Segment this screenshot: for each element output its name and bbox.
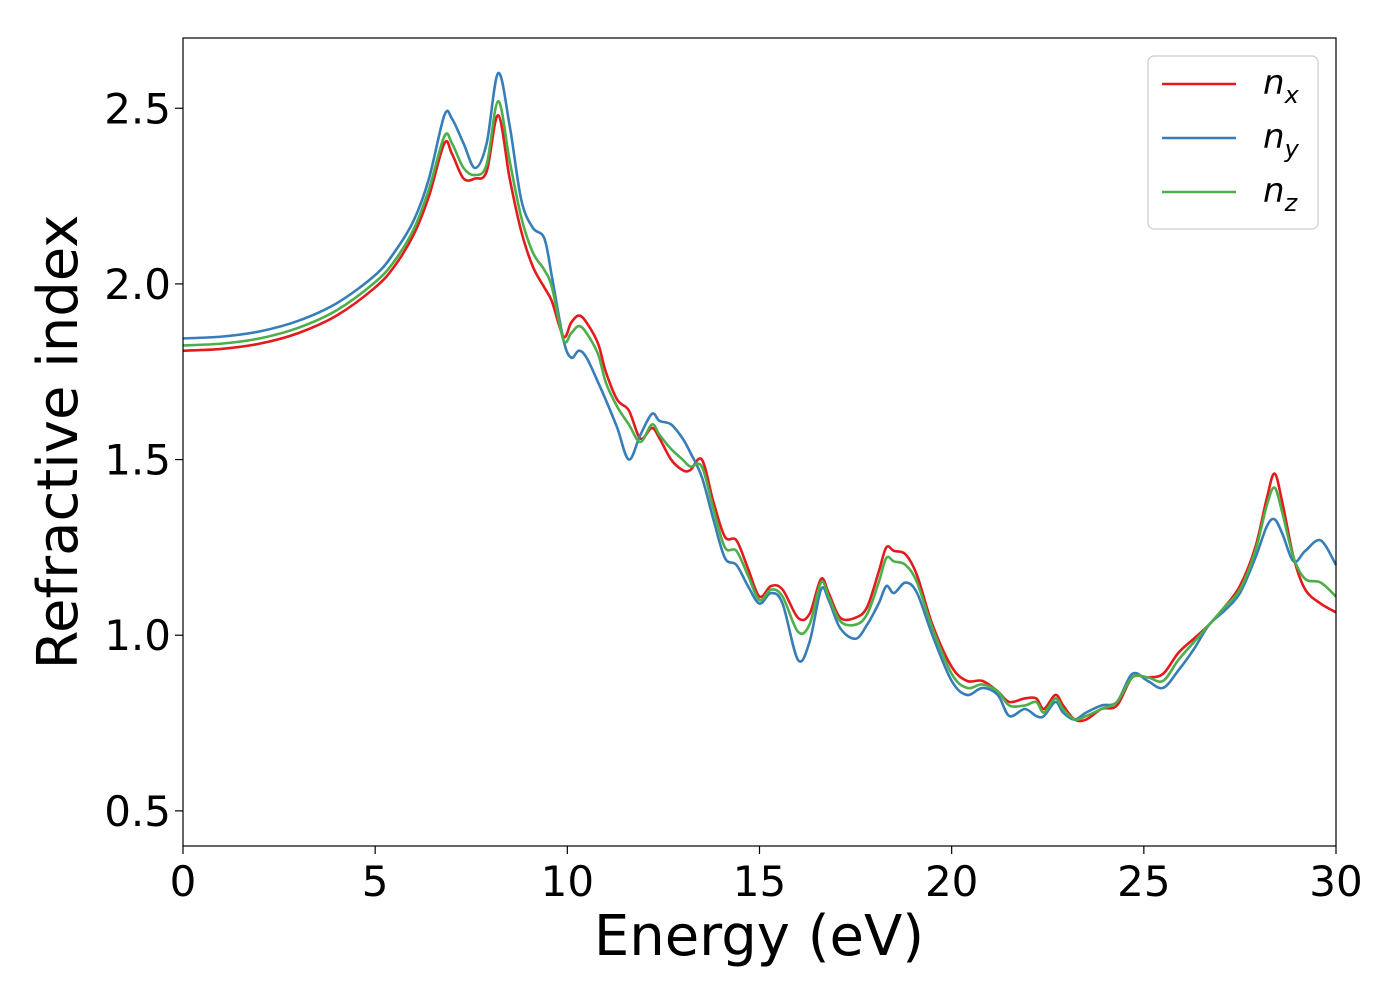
x-tick-label: 30 xyxy=(1309,857,1362,906)
x-tick-label: 0 xyxy=(170,857,197,906)
legend-box xyxy=(1147,55,1319,230)
legend-label-y: ny xyxy=(1263,117,1300,163)
series-line-z xyxy=(182,99,1337,722)
legend-label-x: nx xyxy=(1263,63,1300,109)
x-tick-label: 5 xyxy=(362,857,389,906)
y-axis-ticks: 0.5 1.0 1.5 2.0 2.5 xyxy=(104,84,183,836)
y-tick-label: 0.5 xyxy=(104,787,171,836)
legend: nx ny nz xyxy=(1147,55,1319,230)
x-tick-label: 25 xyxy=(1117,857,1170,906)
y-tick-label: 1.5 xyxy=(104,436,171,485)
plot-area xyxy=(183,38,1336,846)
legend-entries: nx ny nz xyxy=(1162,63,1300,217)
legend-label-z: nz xyxy=(1263,171,1299,217)
series-layer xyxy=(182,71,1338,723)
x-axis-label: Energy (eV) xyxy=(594,904,924,969)
x-tick-label: 10 xyxy=(541,857,594,906)
y-tick-label: 1.0 xyxy=(104,611,171,660)
y-tick-label: 2.5 xyxy=(104,84,171,133)
x-tick-label: 20 xyxy=(925,857,978,906)
y-tick-label: 2.0 xyxy=(104,260,171,309)
x-axis-ticks: 0 5 10 15 20 25 30 xyxy=(170,846,1363,906)
y-axis-label: Refractive index xyxy=(26,215,91,670)
series-line-y xyxy=(182,71,1338,721)
x-tick-label: 15 xyxy=(733,857,786,906)
